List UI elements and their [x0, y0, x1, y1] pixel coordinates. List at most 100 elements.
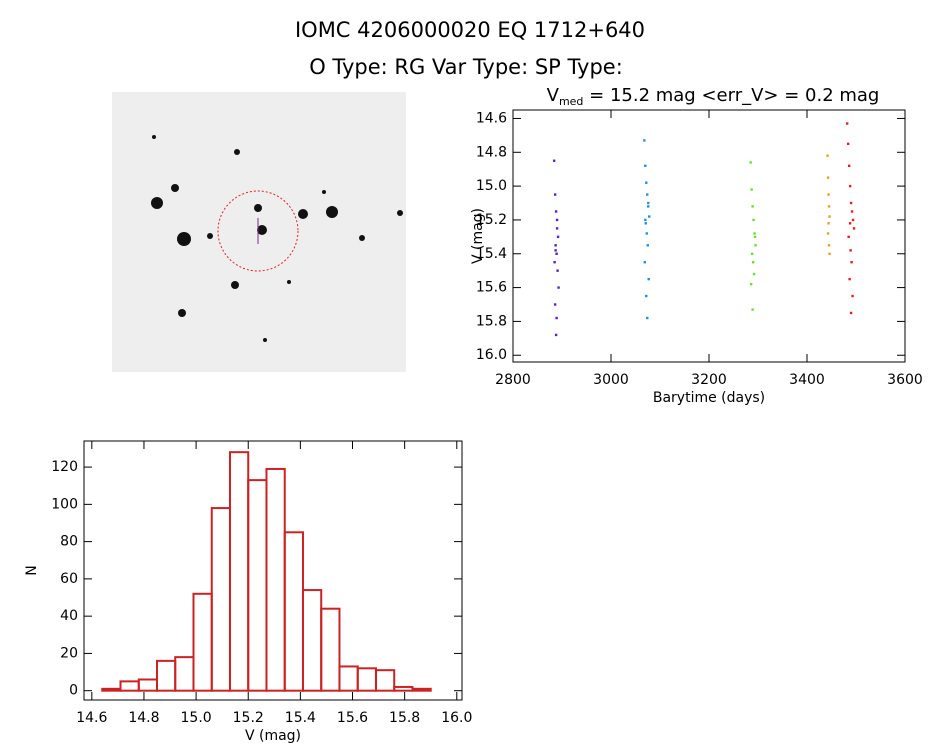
bar	[301, 589, 323, 692]
point	[751, 261, 755, 264]
point	[752, 218, 755, 222]
point	[646, 244, 649, 247]
point	[646, 193, 649, 196]
y-tick-label: 20	[60, 645, 78, 661]
point	[847, 235, 850, 239]
sky-image	[112, 92, 406, 372]
point	[556, 269, 559, 272]
bar	[411, 687, 432, 692]
bar	[393, 685, 414, 692]
point	[847, 164, 851, 168]
y-tick-label: 100	[51, 496, 78, 512]
point	[644, 218, 647, 222]
bar	[356, 667, 377, 692]
point	[851, 294, 854, 298]
point	[555, 227, 559, 230]
point	[827, 193, 830, 196]
bar	[192, 592, 213, 692]
point	[753, 232, 756, 235]
x-tick-label: 15.6	[337, 710, 368, 726]
bar	[265, 467, 286, 692]
x-tick-label: 15.0	[181, 710, 212, 726]
x-tick-label: 3400	[789, 372, 825, 388]
y-tick-label: 60	[60, 571, 78, 587]
x-tick-label: 3600	[887, 372, 923, 388]
bar	[374, 669, 396, 692]
point	[750, 252, 754, 255]
point	[557, 286, 560, 289]
point	[828, 215, 831, 218]
point	[556, 235, 560, 239]
point	[555, 252, 558, 255]
title: IOMC 4206000020 EQ 1712+640	[295, 18, 645, 42]
y-tick-label: 15.8	[476, 313, 507, 329]
y-tick-label: 80	[60, 534, 78, 550]
point	[645, 294, 648, 298]
point	[849, 311, 853, 315]
x-tick-label: 15.2	[233, 710, 264, 726]
point	[848, 184, 852, 188]
point	[553, 193, 557, 196]
point	[750, 188, 753, 191]
point	[826, 176, 830, 179]
y-axis-label: V (mag)	[470, 208, 486, 264]
point	[828, 252, 831, 255]
point	[648, 215, 651, 218]
point	[752, 272, 756, 276]
point	[827, 222, 830, 225]
point	[826, 154, 829, 157]
point	[749, 161, 752, 164]
point	[826, 232, 830, 235]
point	[645, 232, 648, 235]
y-tick-label: 15.4	[476, 246, 507, 262]
point	[751, 308, 754, 311]
point	[645, 181, 648, 184]
x-tick-label: 14.6	[76, 710, 107, 726]
x-tick-label: 3200	[691, 372, 727, 388]
bar	[101, 687, 122, 692]
point	[848, 277, 851, 281]
y-tick-label: 15.6	[476, 280, 507, 296]
bar	[210, 507, 231, 692]
title-main: V	[547, 85, 560, 106]
bar	[119, 680, 140, 692]
bar	[137, 678, 158, 692]
bar	[338, 665, 359, 692]
y-tick-label: 15.2	[476, 212, 507, 228]
bar	[283, 531, 304, 692]
subtitle: O Type: RG Var Type: SP Type:	[309, 55, 623, 79]
y-tick-label: 0	[69, 683, 78, 699]
point	[846, 142, 850, 146]
x-axis-label: V (mag)	[245, 728, 301, 744]
point	[852, 227, 856, 230]
x-tick-label: 14.8	[128, 710, 159, 726]
y-tick-label: 14.6	[476, 110, 507, 126]
plot-frame	[83, 440, 463, 701]
point	[647, 277, 650, 281]
bar	[155, 659, 177, 692]
y-tick-label: 120	[51, 459, 78, 475]
point	[848, 222, 852, 225]
x-axis-label: Barytime (days)	[653, 390, 765, 406]
point	[850, 261, 853, 264]
point	[552, 159, 556, 162]
y-tick-label: 16.0	[476, 347, 507, 363]
bar	[174, 656, 195, 692]
point	[845, 122, 849, 125]
y-axis-label: N	[24, 565, 40, 575]
y-tick-label: 15.0	[476, 178, 507, 194]
point	[555, 218, 559, 222]
plot-frame	[512, 109, 906, 363]
point	[554, 244, 557, 247]
point	[851, 218, 855, 222]
y-tick-label: 40	[60, 608, 78, 624]
point	[850, 210, 854, 213]
point	[849, 249, 852, 252]
point	[644, 164, 647, 168]
title-rest: = 15.2 mag <err_V> = 0.2 mag	[583, 85, 879, 106]
point	[827, 244, 831, 247]
point	[554, 249, 557, 252]
point	[827, 205, 831, 208]
bar	[247, 479, 268, 692]
point	[753, 235, 757, 239]
